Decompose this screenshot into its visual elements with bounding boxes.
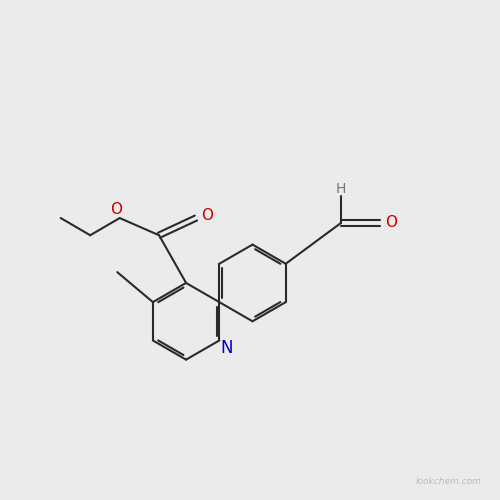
Text: O: O [110, 202, 122, 216]
Text: H: H [336, 182, 346, 196]
Text: O: O [200, 208, 212, 223]
Text: O: O [385, 216, 397, 230]
Text: N: N [220, 339, 233, 357]
Text: lookchem.com: lookchem.com [415, 477, 481, 486]
